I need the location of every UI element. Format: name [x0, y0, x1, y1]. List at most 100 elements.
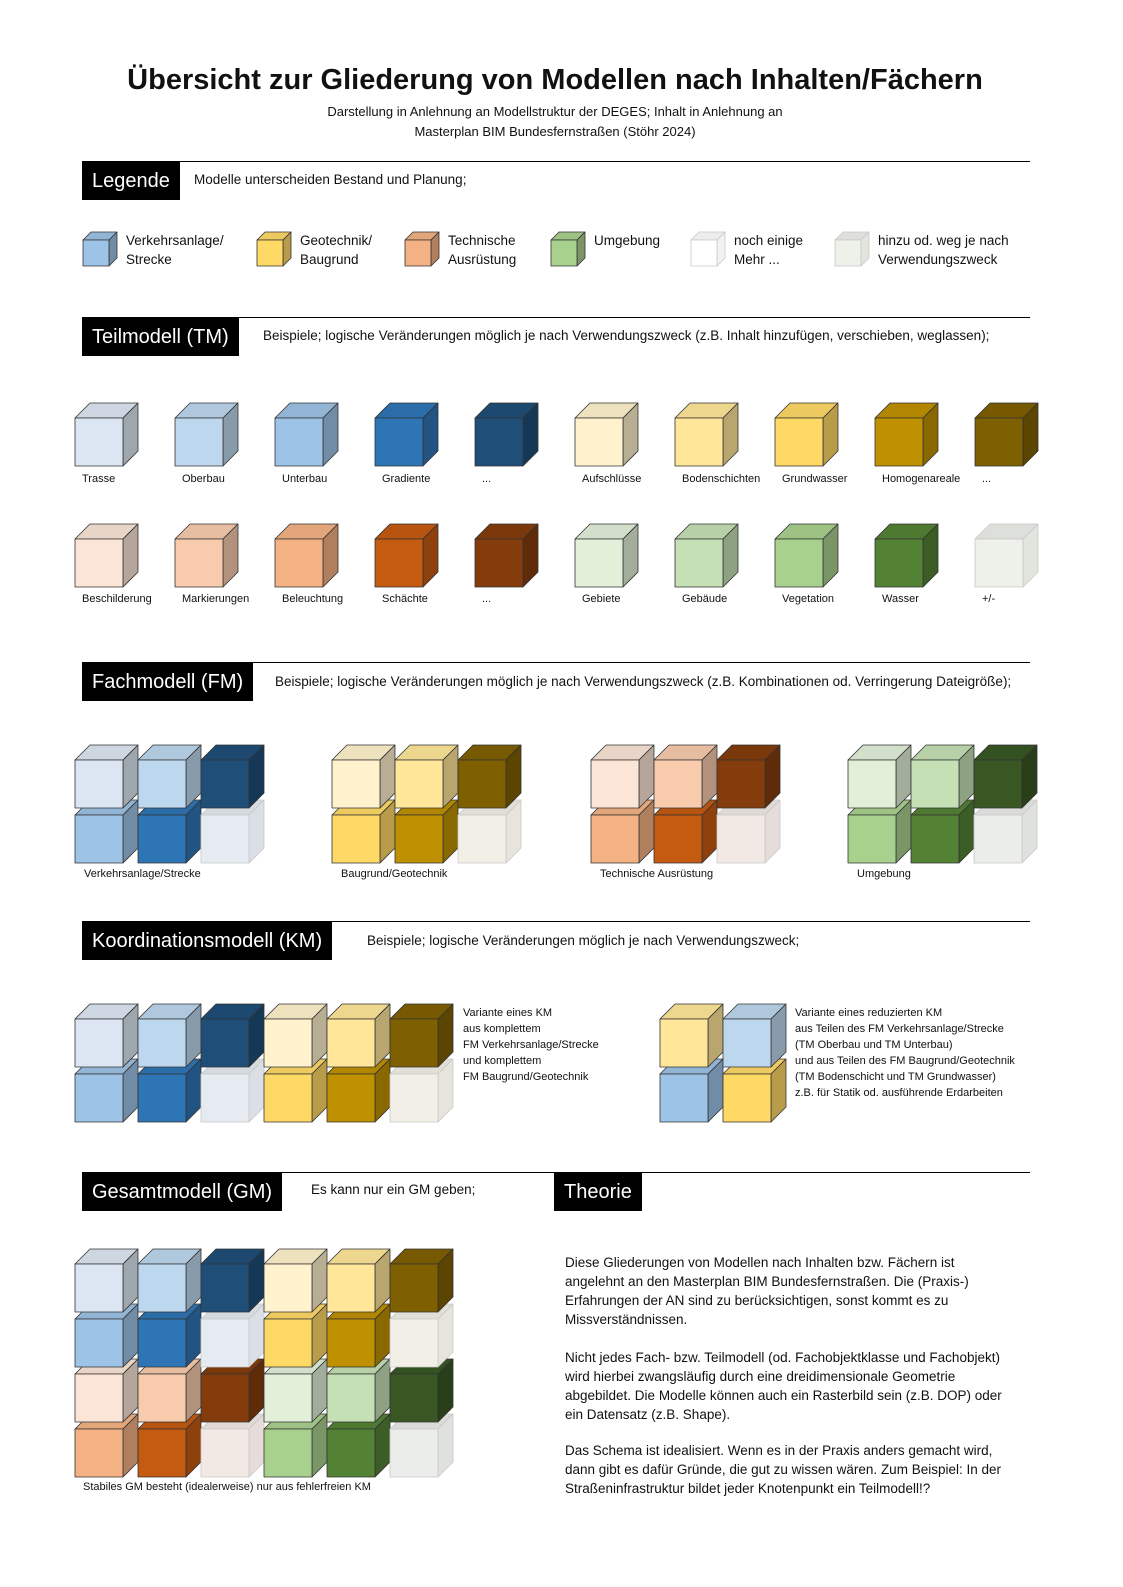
tm-cube-5 [474, 402, 539, 467]
km-variant-2-cube-top-1 [659, 1003, 724, 1068]
tm-divider [82, 317, 1030, 318]
gm-cube-r1-3 [200, 1248, 265, 1313]
tm-label-9: Homogenareale [882, 473, 961, 485]
fm-group-2-cube-top-3 [457, 744, 522, 809]
fm-group-label-2: Baugrund/Geotechnik [341, 868, 448, 880]
tm-label-4: Gradiente [382, 473, 431, 485]
tm-label-13: Beleuchtung [282, 593, 344, 605]
legend-label-2: Geotechnik/ Baugrund [300, 233, 373, 267]
tm-label-17: Gebäude [682, 593, 728, 605]
fm-group-4-cube-top-1 [847, 744, 912, 809]
tm-cube-18 [774, 523, 839, 588]
tm-cube-14 [374, 523, 439, 588]
tm-cube-6 [574, 402, 639, 467]
fm-group-3-cube-top-1 [590, 744, 655, 809]
legend-cube-icon-3 [404, 231, 440, 267]
km-variant-1-cube-top-5 [326, 1003, 391, 1068]
km-variant-2-cube-top-2 [722, 1003, 787, 1068]
fm-group-3-cube-top-2 [653, 744, 718, 809]
gm-cube-r1-1 [74, 1248, 139, 1313]
gm-description: Es kann nur ein GM geben; [311, 1182, 476, 1197]
fm-group-3-cube-top-3 [716, 744, 781, 809]
fm-divider [82, 662, 1030, 663]
fm-group-1-cube-top-1 [74, 744, 139, 809]
km-variant-2-cube-bottom-2 [722, 1058, 787, 1123]
km-variant-1-cube-top-4 [263, 1003, 328, 1068]
tm-cube-9 [874, 402, 939, 467]
tm-label-12: Markierungen [182, 593, 250, 605]
legend-divider [82, 161, 1030, 162]
tm-cube-2 [174, 402, 239, 467]
tm-cube-12 [174, 523, 239, 588]
tm-label-20: +/- [982, 593, 996, 605]
fm-group-4-cube-top-2 [910, 744, 975, 809]
fm-description: Beispiele; logische Veränderungen möglic… [275, 674, 1012, 689]
tm-label-14: Schächte [382, 593, 428, 605]
fm-header: Fachmodell (FM) [82, 663, 254, 701]
legend-label-5: noch einige Mehr ... [734, 233, 804, 267]
gm-header: Gesamtmodell (GM) [82, 1173, 283, 1211]
tm-label-18: Vegetation [782, 593, 834, 605]
tm-label-15: ... [482, 593, 492, 605]
km-description: Beispiele; logische Veränderungen möglic… [367, 933, 800, 948]
tm-cube-11 [74, 523, 139, 588]
tm-cube-19 [874, 523, 939, 588]
tm-label-2: Oberbau [182, 473, 225, 485]
km-variant-1-note: Variante eines KM aus komplettem FM Verk… [463, 1007, 599, 1083]
tm-cube-13 [274, 523, 339, 588]
gm-divider [82, 1172, 1030, 1173]
tm-label-8: Grundwasser [782, 473, 848, 485]
tm-description: Beispiele; logische Veränderungen möglic… [263, 328, 990, 343]
legend-cube-icon-5 [690, 231, 726, 267]
gm-cube-r2-2 [137, 1303, 202, 1368]
tm-label-5: ... [482, 473, 492, 485]
km-variant-1-cube-top-3 [200, 1003, 265, 1068]
subtitle-line-1: Darstellung in Anlehnung an Modellstrukt… [327, 104, 783, 119]
tm-cube-20 [974, 523, 1039, 588]
legend-description: Modelle unterscheiden Bestand und Planun… [194, 172, 467, 187]
tm-label-1: Trasse [82, 473, 116, 485]
tm-label-10: ... [982, 473, 992, 485]
tm-header: Teilmodell (TM) [82, 318, 239, 356]
tm-label-3: Unterbau [282, 473, 328, 485]
tm-cube-16 [574, 523, 639, 588]
km-variant-1-cube-top-2 [137, 1003, 202, 1068]
legend-cube-icon-1 [82, 231, 118, 267]
tm-label-7: Bodenschichten [682, 473, 761, 485]
km-variant-1-cube-top-1 [74, 1003, 139, 1068]
gm-cube-r1-5 [326, 1248, 391, 1313]
tm-label-6: Aufschlüsse [582, 473, 642, 485]
fm-group-2-cube-bottom-2 [394, 799, 459, 864]
tm-cube-15 [474, 523, 539, 588]
tm-cube-3 [274, 402, 339, 467]
gm-cube-r1-6 [389, 1248, 454, 1313]
legend-header: Legende [82, 162, 180, 200]
page-title: Übersicht zur Gliederung von Modellen na… [127, 64, 983, 96]
tm-cube-8 [774, 402, 839, 467]
gm-cube-r1-4 [263, 1248, 328, 1313]
fm-group-4-cube-top-3 [973, 744, 1038, 809]
fm-group-label-1: Verkehrsanlage/Strecke [84, 868, 201, 880]
fm-group-2-cube-top-2 [394, 744, 459, 809]
km-variant-2-note: Variante eines reduzierten KM aus Teilen… [795, 1007, 1015, 1099]
legend-label-6: hinzu od. weg je nach Verwendungszweck [878, 233, 1009, 267]
tm-cube-1 [74, 402, 139, 467]
fm-group-3-cube-bottom-3 [716, 799, 781, 864]
km-header: Koordinationsmodell (KM) [82, 922, 333, 960]
legend-label-4: Umgebung [594, 233, 661, 248]
fm-group-label-3: Technische Ausrüstung [600, 868, 714, 880]
tm-cube-4 [374, 402, 439, 467]
tm-cube-17 [674, 523, 739, 588]
tm-label-11: Beschilderung [82, 593, 152, 605]
gm-cube-r1-2 [137, 1248, 202, 1313]
subtitle-line-2: Masterplan BIM Bundesfernstraßen (Stöhr … [414, 124, 696, 139]
fm-group-1-cube-top-2 [137, 744, 202, 809]
legend-cube-icon-2 [256, 231, 292, 267]
km-divider [82, 921, 1030, 922]
fm-group-1-cube-top-3 [200, 744, 265, 809]
theory-paragraph-1: Diese Gliederungen von Modellen nach Inh… [565, 1255, 969, 1327]
tm-label-19: Wasser [882, 593, 919, 605]
legend-label-3: Technische Ausrüstung [448, 233, 517, 267]
theory-paragraph-2: Nicht jedes Fach- bzw. Teilmodell (od. F… [565, 1350, 1002, 1422]
tm-cube-7 [674, 402, 739, 467]
